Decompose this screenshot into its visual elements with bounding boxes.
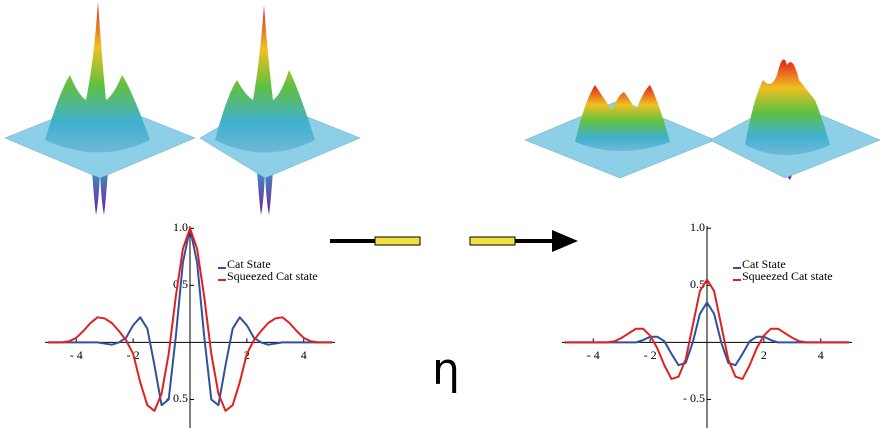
x-tick-label: 4 (818, 348, 824, 362)
wigner-surface (199, 5, 361, 215)
y-tick-label: 1.0 (690, 220, 705, 234)
legend-label: Squeezed Cat state (227, 269, 318, 283)
series-line (47, 227, 333, 412)
fiber-coil (330, 230, 578, 252)
wigner-surface (709, 59, 881, 180)
legend-label: Cat State (227, 257, 271, 271)
x-tick-label: 2 (761, 348, 767, 362)
x-tick-label: - 4 (587, 348, 600, 362)
y-tick-label: - 0.5 (166, 391, 188, 405)
series-line (564, 278, 850, 380)
wigner-surface (524, 85, 716, 179)
x-tick-label: - 4 (70, 348, 83, 362)
wigner-plots (4, 2, 881, 215)
eta-label: η (432, 344, 460, 395)
y-tick-label: 1.0 (173, 220, 188, 234)
wigner-surface (4, 2, 196, 215)
y-tick-label: - 0.5 (683, 391, 705, 405)
legend-label: Squeezed Cat state (742, 269, 833, 283)
legend-label: Cat State (742, 257, 786, 271)
x-tick-label: - 2 (644, 348, 657, 362)
x-tick-label: 4 (301, 348, 307, 362)
y-tick-label: 0.5 (690, 277, 705, 291)
